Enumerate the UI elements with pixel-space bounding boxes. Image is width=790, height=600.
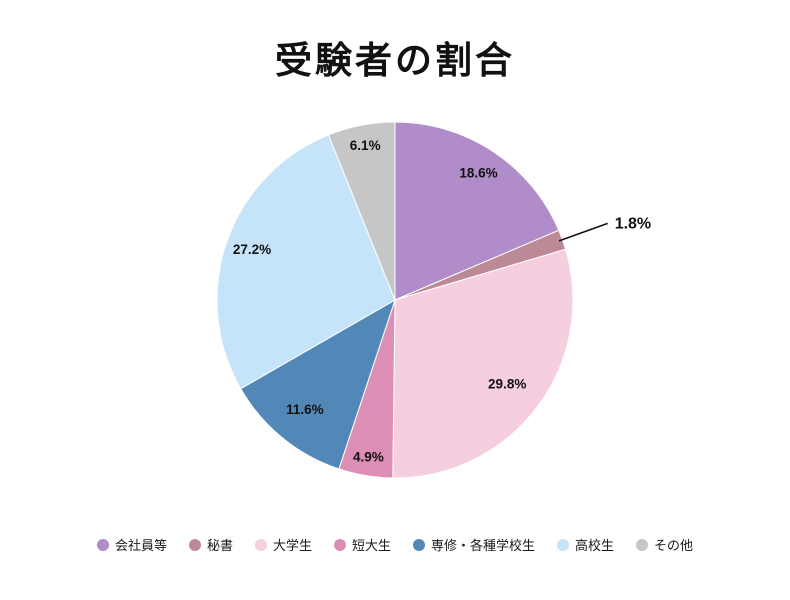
pie-label-leader-line — [558, 222, 608, 242]
pie-percentage-label-専修・各種学校生: 11.6% — [286, 402, 324, 417]
legend-swatch-icon — [636, 538, 649, 551]
legend-item-その他: その他 — [636, 535, 693, 554]
pie-percentage-label-高校生: 27.2% — [233, 242, 271, 257]
legend-label: 会社員等 — [114, 538, 167, 553]
legend-item-会社員等: 会社員等 — [96, 535, 167, 554]
pie-percentage-label-秘書: 1.8% — [615, 216, 651, 233]
pie-slice-高校生 — [216, 134, 396, 390]
legend-swatch-icon — [96, 538, 109, 551]
legend-item-短大生: 短大生 — [333, 535, 391, 554]
legend-swatch-icon — [254, 538, 267, 551]
legend-swatch-icon — [333, 538, 346, 551]
chart-title: 受験者の割合 — [275, 40, 515, 81]
pie-percentage-label-大学生: 29.8% — [488, 376, 526, 391]
legend-swatch-icon — [413, 538, 425, 551]
legend-swatch-icon — [557, 538, 570, 551]
pie-percentage-label-その他: 6.1% — [350, 138, 381, 153]
pie-slice-専修・各種学校生 — [239, 298, 396, 470]
legend-item-秘書: 秘書 — [188, 535, 233, 554]
pie-slice-会社員等 — [394, 121, 560, 301]
legend-swatch-icon — [188, 538, 201, 551]
legend-label: 専修・各種学校生 — [431, 538, 536, 553]
legend-item-専修・各種学校生: 専修・各種学校生 — [413, 535, 535, 554]
legend-label: 短大生 — [351, 538, 391, 553]
legend-label: 秘書 — [206, 538, 233, 553]
pie-slice-その他 — [327, 121, 396, 301]
pie-percentage-label-会社員等: 18.6% — [459, 165, 497, 180]
legend-label: 大学生 — [272, 538, 312, 553]
pie-slice-大学生 — [392, 248, 574, 479]
chart-legend: 会社員等 秘書 大学生 短大生 専修・各種学校生 高校生 その他 — [0, 535, 790, 554]
legend-item-大学生: 大学生 — [254, 535, 312, 554]
legend-label: その他 — [654, 538, 694, 553]
legend-label: 高校生 — [575, 538, 615, 553]
legend-item-高校生: 高校生 — [557, 535, 614, 554]
pie-percentage-label-短大生: 4.9% — [353, 450, 384, 465]
